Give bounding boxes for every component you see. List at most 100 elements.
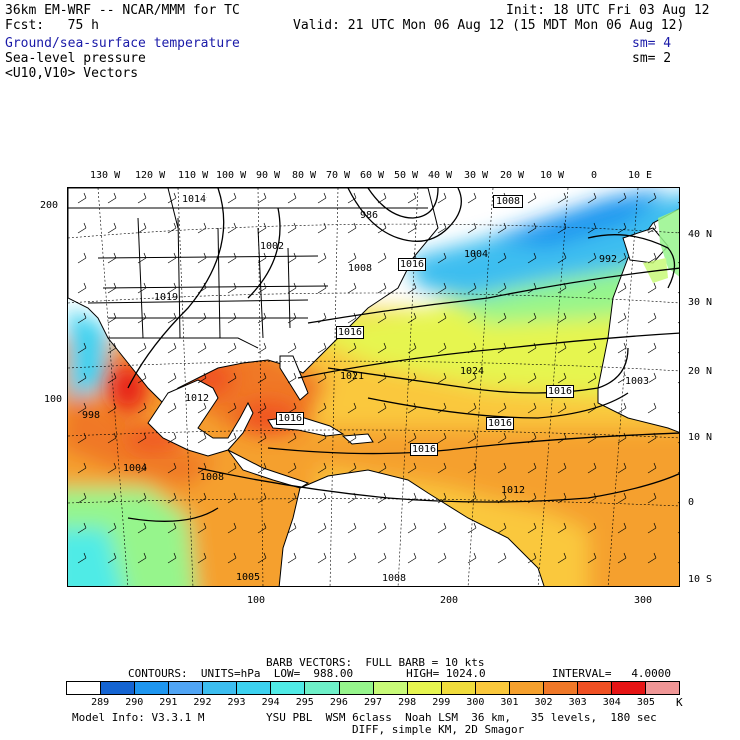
wind-barb xyxy=(257,252,267,264)
wind-barb xyxy=(137,432,147,444)
grid-x-label: 200 xyxy=(440,595,459,606)
init-time: Init: 18 UTC Fri 03 Aug 12 xyxy=(506,3,710,18)
lon-label: 50 W xyxy=(394,170,419,181)
wind-barb xyxy=(77,222,87,234)
wind-barb xyxy=(227,522,237,534)
wind-barb xyxy=(587,372,597,384)
wind-barb xyxy=(257,342,267,354)
isobar-label: 1012 xyxy=(185,393,210,404)
wind-barb xyxy=(557,282,567,294)
wind-barb xyxy=(77,192,87,204)
wind-barb xyxy=(197,432,207,444)
wind-barb xyxy=(347,402,357,414)
field-surface-temp: Ground/sea-surface temperature xyxy=(5,36,240,51)
wind-barb xyxy=(227,252,237,264)
grid-x-label: 300 xyxy=(634,595,653,606)
wind-barb xyxy=(557,252,567,264)
wind-barb xyxy=(377,492,387,504)
wind-barb xyxy=(257,222,267,234)
wind-barb xyxy=(407,282,417,294)
wind-barb xyxy=(407,372,417,384)
wind-barb xyxy=(407,432,417,444)
isobar-label: 1016 xyxy=(546,385,575,398)
wind-barb xyxy=(107,492,117,504)
wind-barb xyxy=(557,492,567,504)
wind-barb xyxy=(437,552,447,564)
wind-barb xyxy=(167,402,177,414)
wind-barb xyxy=(227,402,237,414)
wind-barb xyxy=(587,192,597,204)
wind-barb xyxy=(467,312,477,324)
wind-barb xyxy=(227,552,237,564)
wind-barb xyxy=(107,402,117,414)
wind-barb xyxy=(587,222,597,234)
wind-barb xyxy=(287,312,297,324)
wind-barb xyxy=(617,432,627,444)
wind-barb xyxy=(257,552,267,564)
wind-barb xyxy=(647,372,657,384)
wind-barb xyxy=(557,312,567,324)
color-swatch xyxy=(305,682,340,694)
wind-barb xyxy=(527,222,537,234)
lat-label: 40 N xyxy=(688,229,713,240)
isobar-label: 1012 xyxy=(501,485,526,496)
map-panel: 1014 1002 986 1008 1016 1008 1004 992 10… xyxy=(67,187,680,587)
model-title: 36km EM-WRF -- NCAR/MMM for TC xyxy=(5,3,240,18)
color-swatch xyxy=(271,682,306,694)
wind-barb xyxy=(377,282,387,294)
wind-barb xyxy=(287,222,297,234)
wind-barb xyxy=(527,402,537,414)
wind-barb xyxy=(167,222,177,234)
wind-barb xyxy=(197,552,207,564)
field-slp-smoothing: sm= 2 xyxy=(632,51,672,66)
wind-barb xyxy=(317,372,327,384)
wind-barb xyxy=(257,192,267,204)
wind-barb xyxy=(467,192,477,204)
wind-barb xyxy=(77,552,87,564)
wind-barb xyxy=(317,402,327,414)
wind-barb xyxy=(377,312,387,324)
wind-barb xyxy=(227,222,237,234)
wind-barb xyxy=(257,492,267,504)
map-svg xyxy=(68,188,679,586)
wind-barb xyxy=(407,492,417,504)
wind-barb xyxy=(107,192,117,204)
color-swatch xyxy=(67,682,102,694)
wind-barb xyxy=(227,312,237,324)
wind-barb xyxy=(107,282,117,294)
wind-barb xyxy=(377,342,387,354)
wind-barb xyxy=(317,552,327,564)
wind-barb xyxy=(587,462,597,474)
wind-barb xyxy=(527,252,537,264)
color-scale-unit: K xyxy=(676,696,683,709)
lon-label: 80 W xyxy=(292,170,317,181)
valid-time: Valid: 21 UTC Mon 06 Aug 12 (15 MDT Mon … xyxy=(293,18,685,33)
wind-barb xyxy=(587,402,597,414)
lon-label: 40 W xyxy=(428,170,453,181)
wind-barb xyxy=(467,552,477,564)
wind-barb xyxy=(407,192,417,204)
color-swatch xyxy=(475,682,510,694)
wind-barb xyxy=(467,342,477,354)
wind-barb xyxy=(497,462,507,474)
wind-barb xyxy=(107,312,117,324)
wind-barb xyxy=(287,492,297,504)
color-scale-label: 298 xyxy=(398,697,417,708)
color-swatch xyxy=(101,682,136,694)
wind-barb xyxy=(167,372,177,384)
color-scale-label: 290 xyxy=(125,697,144,708)
wind-barb xyxy=(437,252,447,264)
isobars xyxy=(127,188,679,522)
wind-barb xyxy=(377,552,387,564)
wind-barb xyxy=(287,252,297,264)
wind-barb xyxy=(527,552,537,564)
wind-barb xyxy=(167,432,177,444)
isobar-label: 986 xyxy=(360,210,379,221)
lon-label: 10 E xyxy=(628,170,653,181)
wind-barb xyxy=(227,192,237,204)
color-scale-label: 300 xyxy=(466,697,485,708)
forecast-hour: Fcst: 75 h xyxy=(5,18,99,33)
wind-barb xyxy=(197,282,207,294)
wind-barb xyxy=(647,522,657,534)
wind-barb xyxy=(587,252,597,264)
